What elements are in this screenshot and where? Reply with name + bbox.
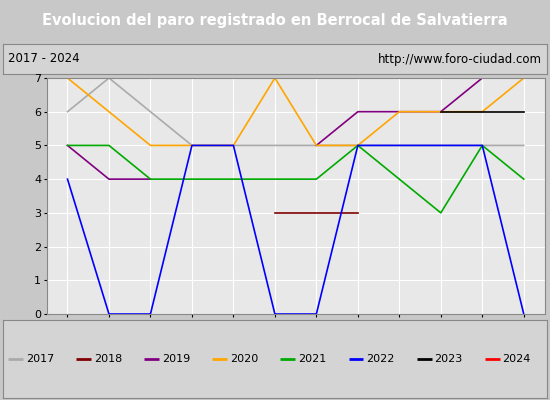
Text: 2019: 2019 (162, 354, 190, 364)
Text: 2024: 2024 (502, 354, 531, 364)
Text: 2023: 2023 (434, 354, 463, 364)
Text: 2020: 2020 (230, 354, 258, 364)
Text: 2017 - 2024: 2017 - 2024 (8, 52, 80, 66)
Text: http://www.foro-ciudad.com: http://www.foro-ciudad.com (378, 52, 542, 66)
Text: 2018: 2018 (94, 354, 122, 364)
Text: 2017: 2017 (26, 354, 54, 364)
Text: Evolucion del paro registrado en Berrocal de Salvatierra: Evolucion del paro registrado en Berroca… (42, 14, 508, 28)
Text: 2021: 2021 (298, 354, 326, 364)
Text: 2022: 2022 (366, 354, 394, 364)
